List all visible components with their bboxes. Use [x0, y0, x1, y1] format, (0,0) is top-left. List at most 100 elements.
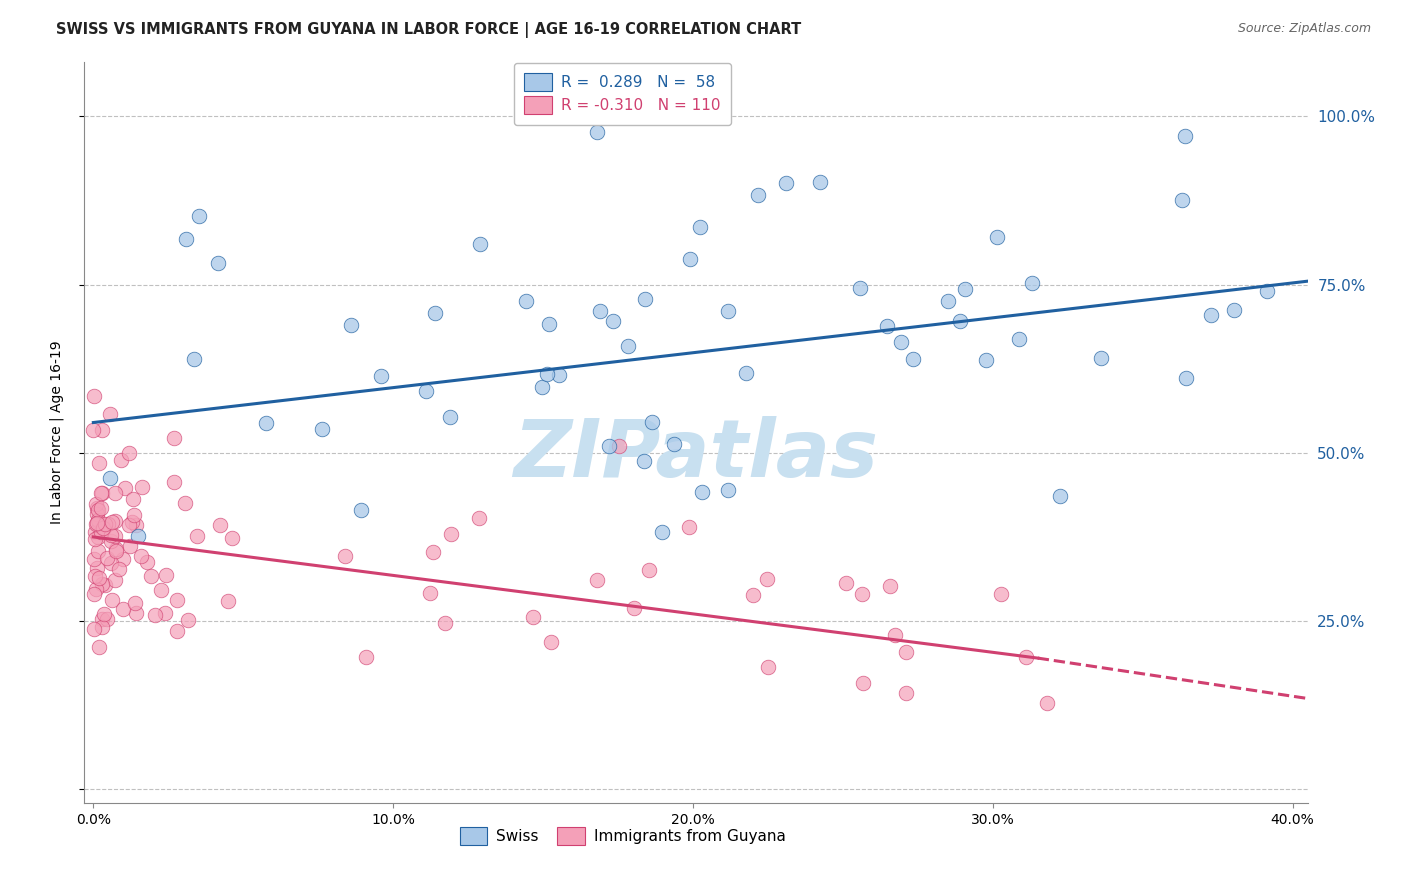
Point: [83, 552, 105, 566]
Point: [101, 516, 124, 530]
Point: [87, 572, 110, 586]
Point: [439, 410, 461, 425]
Point: [333, 549, 356, 563]
Point: [86, 508, 108, 522]
Point: [616, 339, 638, 353]
Point: [986, 229, 1008, 244]
Point: [177, 613, 200, 627]
Point: [1090, 351, 1112, 365]
Point: [96, 612, 118, 626]
Point: [90, 577, 112, 591]
Point: [114, 482, 136, 496]
Point: [1256, 284, 1278, 298]
Point: [890, 335, 912, 350]
Point: [422, 545, 444, 559]
Y-axis label: In Labor Force | Age 16-19: In Labor Force | Age 16-19: [49, 341, 63, 524]
Text: SWISS VS IMMIGRANTS FROM GUYANA IN LABOR FORCE | AGE 16-19 CORRELATION CHART: SWISS VS IMMIGRANTS FROM GUYANA IN LABOR…: [56, 22, 801, 38]
Point: [86, 497, 108, 511]
Point: [1174, 128, 1197, 143]
Point: [90, 486, 112, 500]
Point: [690, 485, 713, 500]
Point: [949, 314, 972, 328]
Point: [104, 573, 127, 587]
Point: [176, 232, 198, 246]
Point: [84, 582, 107, 597]
Point: [84, 532, 107, 546]
Point: [894, 645, 917, 659]
Point: [689, 220, 711, 235]
Point: [87, 640, 110, 655]
Point: [186, 529, 208, 543]
Point: [86, 516, 108, 530]
Point: [118, 517, 141, 532]
Point: [717, 303, 740, 318]
Point: [468, 511, 491, 525]
Point: [678, 520, 700, 534]
Point: [83, 587, 105, 601]
Point: [623, 601, 645, 615]
Point: [127, 529, 149, 543]
Point: [439, 527, 461, 541]
Point: [91, 520, 114, 534]
Point: [974, 353, 997, 368]
Point: [131, 481, 153, 495]
Point: [187, 210, 209, 224]
Point: [104, 514, 127, 528]
Point: [747, 188, 769, 202]
Point: [122, 491, 145, 506]
Point: [1021, 276, 1043, 290]
Point: [84, 569, 107, 583]
Point: [136, 555, 159, 569]
Point: [96, 551, 118, 566]
Point: [756, 660, 779, 674]
Point: [83, 622, 105, 636]
Point: [87, 513, 110, 527]
Point: [530, 380, 553, 394]
Point: [254, 416, 277, 430]
Point: [884, 628, 907, 642]
Point: [775, 176, 797, 190]
Point: [602, 313, 624, 327]
Point: [879, 579, 901, 593]
Point: [742, 588, 765, 602]
Point: [87, 544, 110, 558]
Point: [87, 456, 110, 470]
Point: [93, 607, 115, 621]
Point: [1007, 332, 1029, 346]
Point: [104, 529, 127, 543]
Point: [1171, 194, 1194, 208]
Point: [208, 518, 231, 533]
Point: [585, 573, 607, 587]
Point: [638, 563, 661, 577]
Point: [93, 577, 115, 591]
Point: [808, 175, 831, 189]
Point: [221, 531, 243, 545]
Point: [155, 567, 177, 582]
Point: [101, 593, 124, 607]
Point: [118, 446, 141, 460]
Point: [83, 389, 105, 403]
Point: [852, 676, 875, 690]
Text: ZIPatlas: ZIPatlas: [513, 416, 879, 494]
Point: [120, 539, 142, 553]
Point: [105, 541, 128, 556]
Point: [515, 293, 537, 308]
Point: [1049, 489, 1071, 503]
Point: [876, 318, 898, 333]
Point: [633, 292, 655, 306]
Point: [84, 517, 107, 532]
Point: [108, 562, 131, 576]
Point: [1222, 303, 1244, 318]
Point: [217, 593, 239, 607]
Point: [678, 252, 700, 266]
Point: [938, 294, 960, 309]
Point: [94, 516, 117, 531]
Point: [111, 601, 134, 615]
Point: [586, 125, 609, 139]
Point: [163, 475, 186, 489]
Point: [540, 635, 562, 649]
Legend: Swiss, Immigrants from Guyana: Swiss, Immigrants from Guyana: [454, 821, 792, 851]
Point: [415, 384, 437, 398]
Point: [129, 549, 152, 563]
Point: [100, 533, 122, 548]
